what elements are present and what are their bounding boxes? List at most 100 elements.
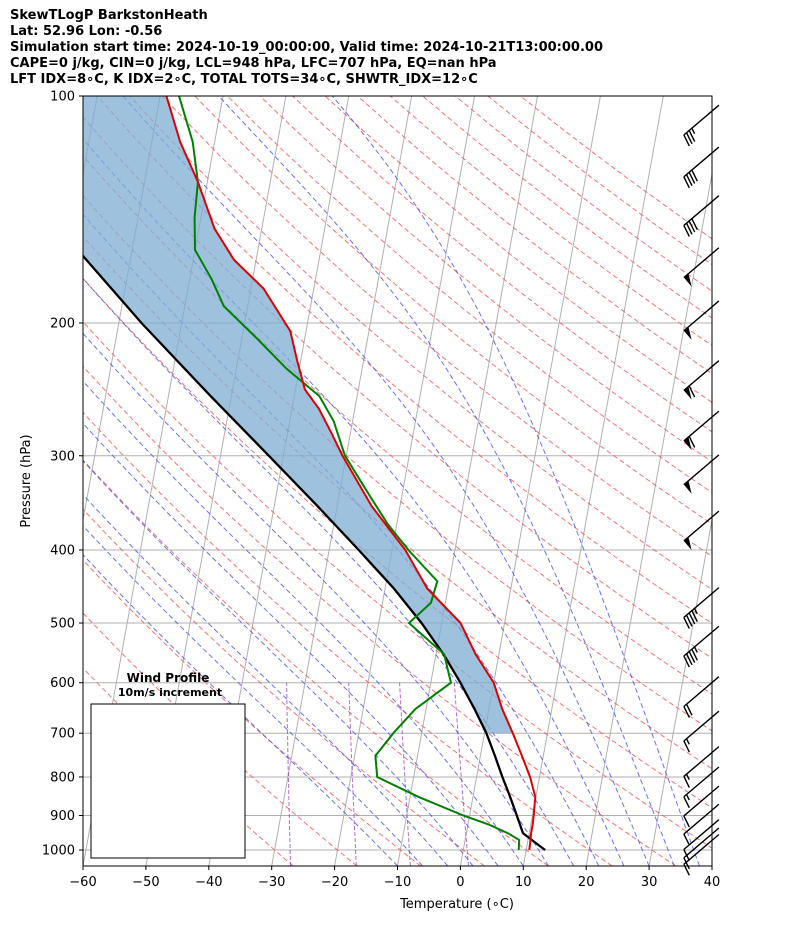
barb-staff (683, 710, 720, 742)
dry-adiabat (520, 96, 712, 240)
temperature-line (165, 96, 537, 851)
cape-line: CAPE=0 j/kg, CIN=0 j/kg, LCL=948 hPa, LF… (10, 56, 497, 71)
dry-adiabat (83, 321, 712, 849)
dry-adiabat (83, 612, 358, 866)
isotherm-line (459, 96, 601, 866)
y-tick-label: 300 (50, 449, 75, 464)
barb-staff (683, 587, 720, 618)
cape-fill-layer (83, 96, 513, 734)
y-tick-label: 400 (50, 543, 75, 558)
wind-barb (683, 454, 720, 494)
barb-feather (685, 614, 693, 627)
barb-staff (683, 360, 720, 391)
hodograph-title: Wind Profile (127, 671, 210, 685)
dry-adiabat (292, 96, 712, 433)
moist-adiabat (83, 493, 449, 866)
dry-adiabat (83, 411, 613, 866)
x-tick-label: −10 (384, 875, 411, 890)
x-tick-label: 10 (515, 875, 532, 890)
moist-adiabat (83, 380, 524, 866)
x-tick-label: 30 (641, 875, 658, 890)
dry-adiabat (454, 96, 712, 292)
moist-adiabat (83, 554, 398, 866)
cape-fill (83, 96, 513, 734)
wind-barb (683, 247, 720, 287)
axes: −60 −50 −40 −30 −20 −10 0 10 20 30 40 100 200 300 400 5… (42, 90, 720, 891)
barb-feather (683, 796, 690, 809)
barb-flag (683, 326, 692, 340)
barb-flag (683, 537, 692, 551)
barb-half-feather (691, 127, 696, 135)
moist-adiabat (331, 96, 700, 866)
wind-barb (683, 146, 720, 189)
wind-barb (683, 710, 720, 753)
series-layer (83, 96, 546, 851)
wind-barb (683, 410, 720, 451)
barb-staff (683, 195, 720, 226)
isotherm-line (334, 96, 476, 866)
barb-feather (683, 740, 690, 753)
location-line: Lat: 52.96 Lon: -0.56 (10, 24, 163, 39)
hodograph-inset: Wind Profile 10m/s increment (90, 671, 246, 859)
barb-feather (688, 651, 696, 663)
dry-adiabat (324, 96, 712, 403)
dry-adiabat (357, 96, 712, 375)
dry-adiabat (227, 96, 712, 494)
dry-adiabat (83, 277, 712, 809)
x-axis-label: Temperature (∘C) (399, 897, 514, 912)
barb-staff (683, 146, 720, 178)
wind-barb (683, 766, 720, 809)
barb-half-feather (685, 794, 690, 801)
barb-feather (691, 610, 698, 623)
barb-staff (683, 827, 720, 859)
barb-staff (683, 833, 720, 865)
barb-feather (683, 815, 690, 828)
barb-half-feather (685, 773, 690, 781)
isotherm-line (648, 517, 712, 866)
barb-feather (688, 130, 696, 142)
x-tick-label: −30 (258, 875, 285, 890)
dry-adiabat (96, 96, 712, 624)
y-tick-label: 600 (50, 676, 75, 691)
barb-feather (683, 655, 690, 668)
wind-barb (683, 676, 720, 718)
barb-staff (683, 300, 720, 332)
y-axis-label: Pressure (hPa) (19, 434, 34, 527)
dry-adiabat (259, 96, 712, 463)
barb-half-feather (685, 738, 690, 745)
barb-feather (685, 174, 693, 186)
dry-adiabat (389, 96, 712, 347)
mixing-ratio-line (399, 682, 411, 866)
barb-flag (683, 386, 692, 400)
barb-feather (688, 385, 696, 398)
dry-adiabat (161, 96, 712, 557)
x-tick-label: −40 (195, 875, 222, 890)
barb-feather (691, 218, 698, 231)
barb-feather (688, 220, 696, 233)
wind-barb (683, 510, 720, 551)
barb-half-feather (693, 608, 698, 615)
dry-adiabat (83, 365, 677, 866)
barb-staff (683, 410, 720, 442)
barb-feather (683, 134, 690, 147)
isotherm-line (522, 96, 664, 866)
wind-barb (683, 746, 720, 788)
hodograph-frame (90, 703, 246, 859)
barb-feather (683, 857, 690, 870)
barb-feather (683, 617, 690, 629)
x-tick-label: 40 (704, 875, 721, 890)
chart-title: SkewTLogP BarkstonHeath (10, 8, 208, 23)
barb-feather (683, 776, 690, 788)
barb-half-feather (693, 646, 698, 653)
wind-barb (683, 104, 720, 147)
isotherm-line (585, 171, 712, 866)
mixing-ratio-line (286, 682, 292, 866)
barb-flag (683, 273, 692, 287)
moist-adiabat (83, 525, 424, 866)
barb-staff (683, 454, 720, 486)
x-tick-label: 0 (456, 875, 464, 890)
barb-feather (683, 833, 690, 846)
barb-staff (683, 766, 720, 798)
barb-feather (683, 225, 690, 237)
